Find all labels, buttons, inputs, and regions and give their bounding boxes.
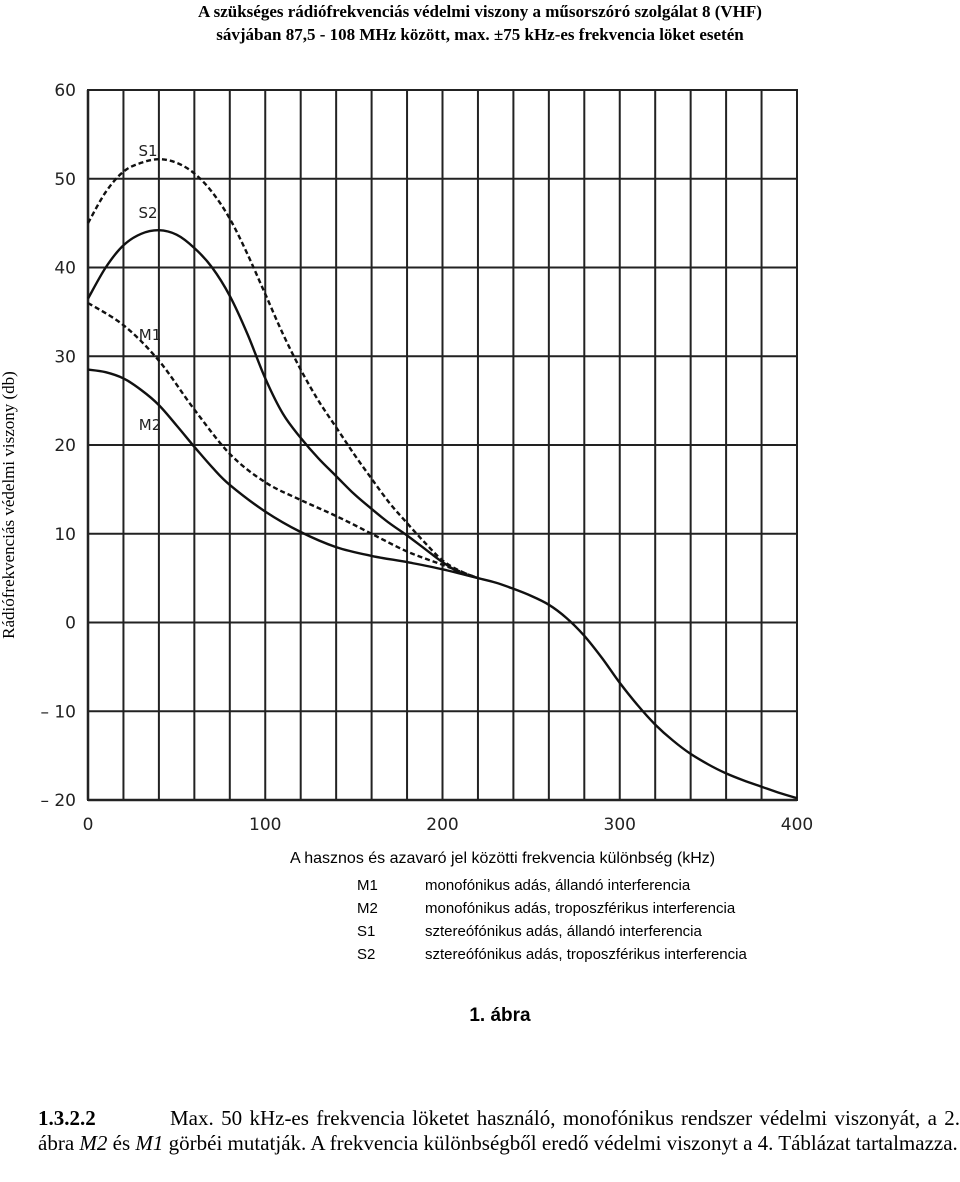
series-line-s2 [86,228,479,580]
x-tick-label: 200 [426,815,458,835]
series-line-s1 [86,157,479,580]
y-tick-label: 20 [54,436,76,456]
y-tick-label: 0 [65,614,76,634]
series-line-m1 [87,301,479,580]
legend-text: monofónikus adás, állandó interferencia [425,877,691,894]
paragraph-text-2: és [107,1131,136,1155]
chart-title-line1: A szükséges rádiófrekvenciás védelmi vis… [198,2,762,21]
legend: M1 monofónikus adás, állandó interferenc… [357,874,747,966]
grid [86,89,798,802]
curve-label-m2: M2 [139,416,162,434]
paragraph-em-1: M2 [79,1131,108,1155]
legend-code: M2 [357,900,378,917]
legend-text: monofónikus adás, troposzférikus interfe… [425,900,736,917]
legend-code: M1 [357,877,378,894]
x-tick-label: 0 [83,815,94,835]
curve-label-s2: S2 [138,204,157,222]
body-paragraph: 1.3.2.2 Max. 50 kHz-es frekvencia löketet… [38,1106,960,1156]
y-tick-label: 40 [54,259,76,279]
section-number: 1.3.2.2 [38,1106,96,1130]
x-tick-label: 300 [604,815,636,835]
curve-labels: S1 S2 M1 M2 [138,142,161,434]
chart-title-line2: sávjában 87,5 - 108 MHz között, max. ±75… [216,25,744,44]
paragraph-text-3: görbéi mutatják. A frekvencia különbségb… [163,1131,958,1155]
y-tick-label: – 20 [40,791,76,811]
y-tick-label: 60 [54,81,76,101]
legend-text: sztereófónikus adás, állandó interferenc… [425,923,702,940]
legend-code: S2 [357,946,376,963]
series-lines [86,157,798,800]
curve-label-m1: M1 [139,326,162,344]
y-tick-label: 50 [54,170,76,190]
x-tick-label: 400 [781,815,813,835]
series-line-common [477,576,798,800]
y-tick-label: 10 [54,525,76,545]
legend-item-s2: S2 sztereófónikus adás, troposzférikus i… [357,943,747,966]
series-line-m2 [87,368,479,580]
legend-item-m1: M1 monofónikus adás, állandó interferenc… [357,874,747,897]
legend-text: sztereófónikus adás, troposzférikus inte… [425,946,747,963]
legend-item-m2: M2 monofónikus adás, troposzférikus inte… [357,897,747,920]
paragraph-text-1: Max. 50 kHz-es frekvencia löketet haszná… [38,1106,960,1155]
paragraph-em-2: M1 [135,1131,164,1155]
x-tick-label: 100 [249,815,281,835]
x-axis-label: A hasznos és azavaró jel közötti frekven… [290,850,716,867]
chart-title: A szükséges rádiófrekvenciás védelmi vis… [0,0,960,46]
legend-code: S1 [357,923,376,940]
y-tick-label: – 10 [40,702,76,722]
curve-label-s1: S1 [138,142,157,160]
plot-frame [87,89,798,801]
figure-caption: 1. ábra [469,1005,531,1026]
legend-item-s1: S1 sztereófónikus adás, állandó interfer… [357,920,747,943]
y-tick-label: 30 [54,347,76,367]
